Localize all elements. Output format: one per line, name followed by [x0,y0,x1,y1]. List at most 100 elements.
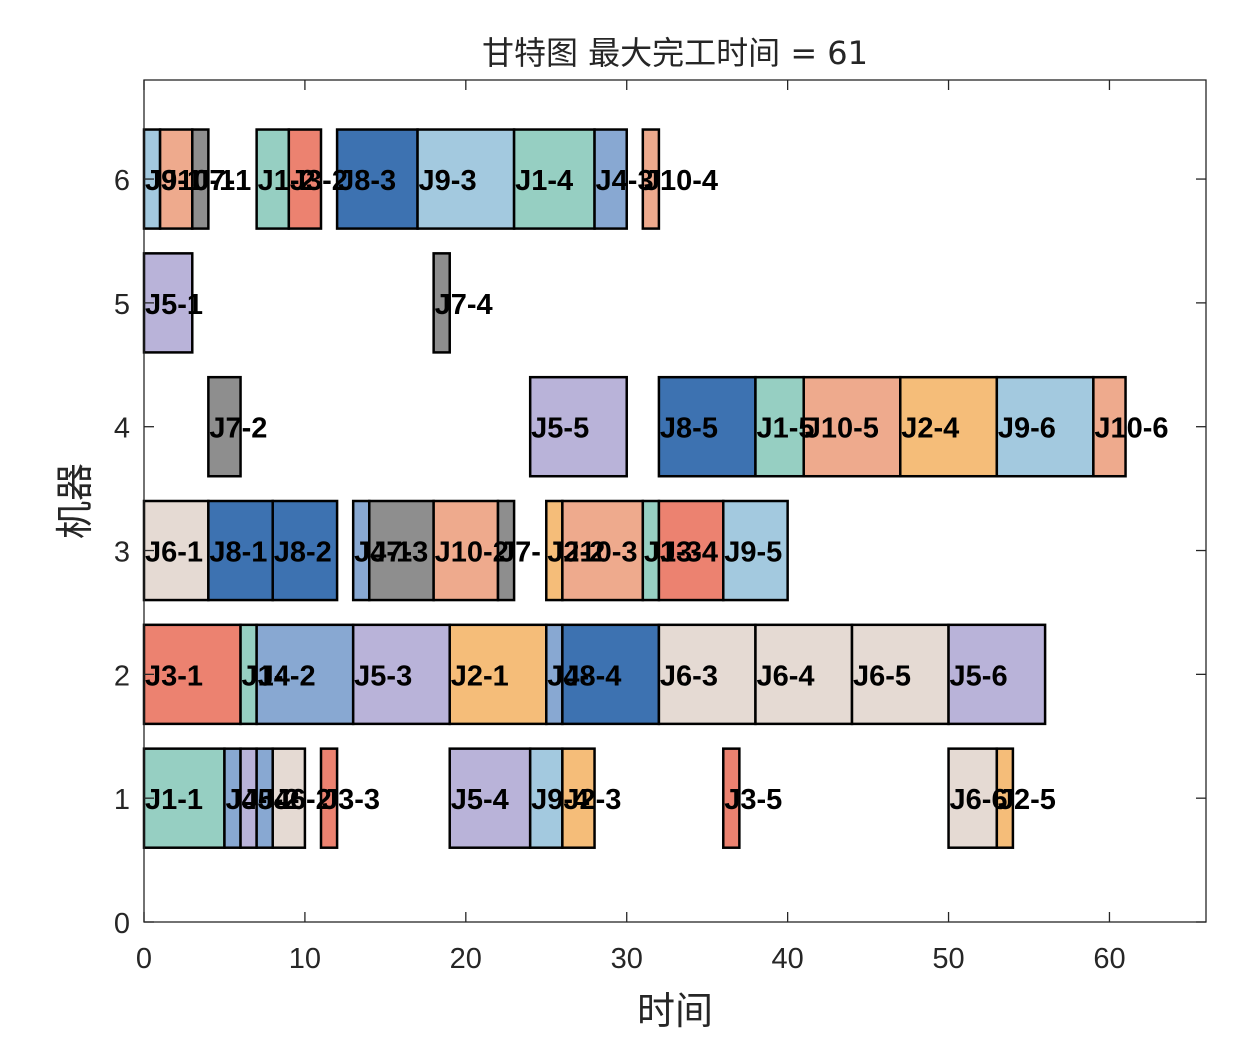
gantt-bar-label: J1-3 [644,537,702,569]
gantt-bar-label: J6-6 [950,784,1008,816]
x-tick-label: 40 [772,943,804,975]
gantt-bar-label: J10-6 [1094,413,1168,445]
y-tick-label: 5 [114,289,130,321]
gantt-bar-j2-1 [448,623,548,726]
gantt-bar-j2-3 [561,747,596,849]
gantt-bar-label: J2-3 [563,784,621,816]
gantt-bar-j3-3 [319,747,339,849]
gantt-bar-j9-4 [528,747,564,849]
gantt-bar-j7-2 [207,375,242,478]
gantt-bar-j7-3 [368,499,435,602]
gantt-bar-label: J4-2 [258,660,316,692]
gantt-bar-label: J10-3 [563,537,637,569]
x-tick-label: 0 [136,943,152,975]
gantt-bar-label: J6-5 [853,660,911,692]
y-tick-label: 3 [114,537,130,569]
gantt-bar-j9-5 [722,499,789,602]
x-tick-label: 60 [1093,943,1125,975]
gantt-bar-j6-2 [271,747,307,849]
gantt-bar-label: J1- [242,660,284,692]
gantt-bar-label: J5-4 [451,784,509,816]
x-axis-label: 时间 [637,989,713,1033]
gantt-bar-j1-4 [512,128,596,230]
gantt-bar-label: J8-4 [563,660,621,692]
gantt-bar-label: J2-1 [451,660,509,692]
gantt-bar-j4-3 [593,128,628,230]
gantt-bar-j6-1 [142,499,210,602]
gantt-bar-label: J4-1 [354,537,412,569]
gantt-bar-label: J4-3 [596,165,654,197]
y-tick-label: 1 [114,784,130,816]
gantt-bar-label: J4- [225,784,267,816]
gantt-bar-label: J6-4 [756,660,814,692]
gantt-bar-j7 [496,499,516,602]
y-tick-label: 4 [114,413,130,445]
gantt-bar-label: J2-4 [901,413,959,445]
gantt-bar-j9-3 [416,128,516,230]
gantt-bar-label: J8-2 [274,537,332,569]
gantt-bar-label: J7-4 [435,289,493,321]
gantt-bar-label: J3-1 [145,660,203,692]
gantt-bar-label: J4- [258,784,300,816]
gantt-bar-label: J9-5 [724,537,782,569]
gantt-bar-j4-2 [255,623,355,726]
gantt-bar-label: J9-4 [531,784,589,816]
gantt-bar-j7-1 [191,128,210,230]
gantt-bar-j3-2 [287,128,323,230]
gantt-bar-label: J6-2 [274,784,332,816]
gantt-bar-label: J5-5 [531,413,589,445]
gantt-bar-j10-1 [158,128,194,230]
gantt-bar-label: J9-1 [145,165,203,197]
gantt-bar-j8-3 [335,128,419,230]
gantt-bar-label: J7-3 [370,537,428,569]
gantt-bar-label: J6-1 [145,537,203,569]
gantt-bar-label: J1-1 [145,784,203,816]
gantt-bar-label: J3-5 [724,784,782,816]
gantt-bar-label: J5-1 [145,289,203,321]
gantt-bar-j8-1 [207,499,274,602]
gantt-bar-label: J5-2 [242,784,300,816]
y-tick-label: 0 [114,908,130,940]
gantt-bar-label: J7- [499,537,541,569]
gantt-bar-j10-2 [432,499,500,602]
gantt-bar-label: J6-3 [660,660,718,692]
gantt-bar-label: J10-1 [161,165,235,197]
gantt-bar-label: J9-3 [419,165,477,197]
x-tick-label: 30 [611,943,643,975]
gantt-bar-j2-5 [995,747,1015,849]
gantt-bar-j10-3 [561,499,645,602]
gantt-bar-label: J10-2 [435,537,509,569]
gantt-bar-label: J9-6 [998,413,1056,445]
gantt-bar-label: J7-1 [193,165,251,197]
gantt-bar-j10-6 [1092,375,1127,478]
gantt-bar-j5-5 [528,375,628,478]
gantt-bar-label: J10-5 [805,413,879,445]
plot-frame [143,79,1207,923]
gantt-bar-j8-4 [561,623,661,726]
gantt-bar-j10-5 [802,375,902,478]
gantt-bar-label: J3-2 [290,165,348,197]
gantt-bar-j3-4 [657,499,725,602]
gantt-bar-j6-3 [657,623,757,726]
x-tick-label: 20 [450,943,482,975]
tick-layer: 0 10 20 30 40 50 60 0 1 2 3 4 5 6 [114,80,1206,975]
y-tick-label: 6 [114,165,130,197]
gantt-bar-label: J2-5 [998,784,1056,816]
gantt-bar-j5-3 [351,623,451,726]
gantt-bar-label: J8-5 [660,413,718,445]
gantt-bar-label: J10-4 [644,165,718,197]
x-tick-label: 50 [932,943,964,975]
gantt-bar-j10-4 [641,128,661,230]
gantt-bar-label: J5-6 [950,660,1008,692]
gantt-bar-j6-4 [754,623,854,726]
gantt-bar-label: J2-2 [547,537,605,569]
chart-title: 甘特图 最大完工时间 = 61 [482,34,868,72]
gantt-bar-j8-2 [271,499,339,602]
gantt-bar-j7-4 [432,252,451,354]
x-tick-label: 10 [289,943,321,975]
gantt-bar-label: J7-2 [209,413,267,445]
gantt-bar-label: J4- [547,660,589,692]
gantt-bar-j6-5 [850,623,950,726]
